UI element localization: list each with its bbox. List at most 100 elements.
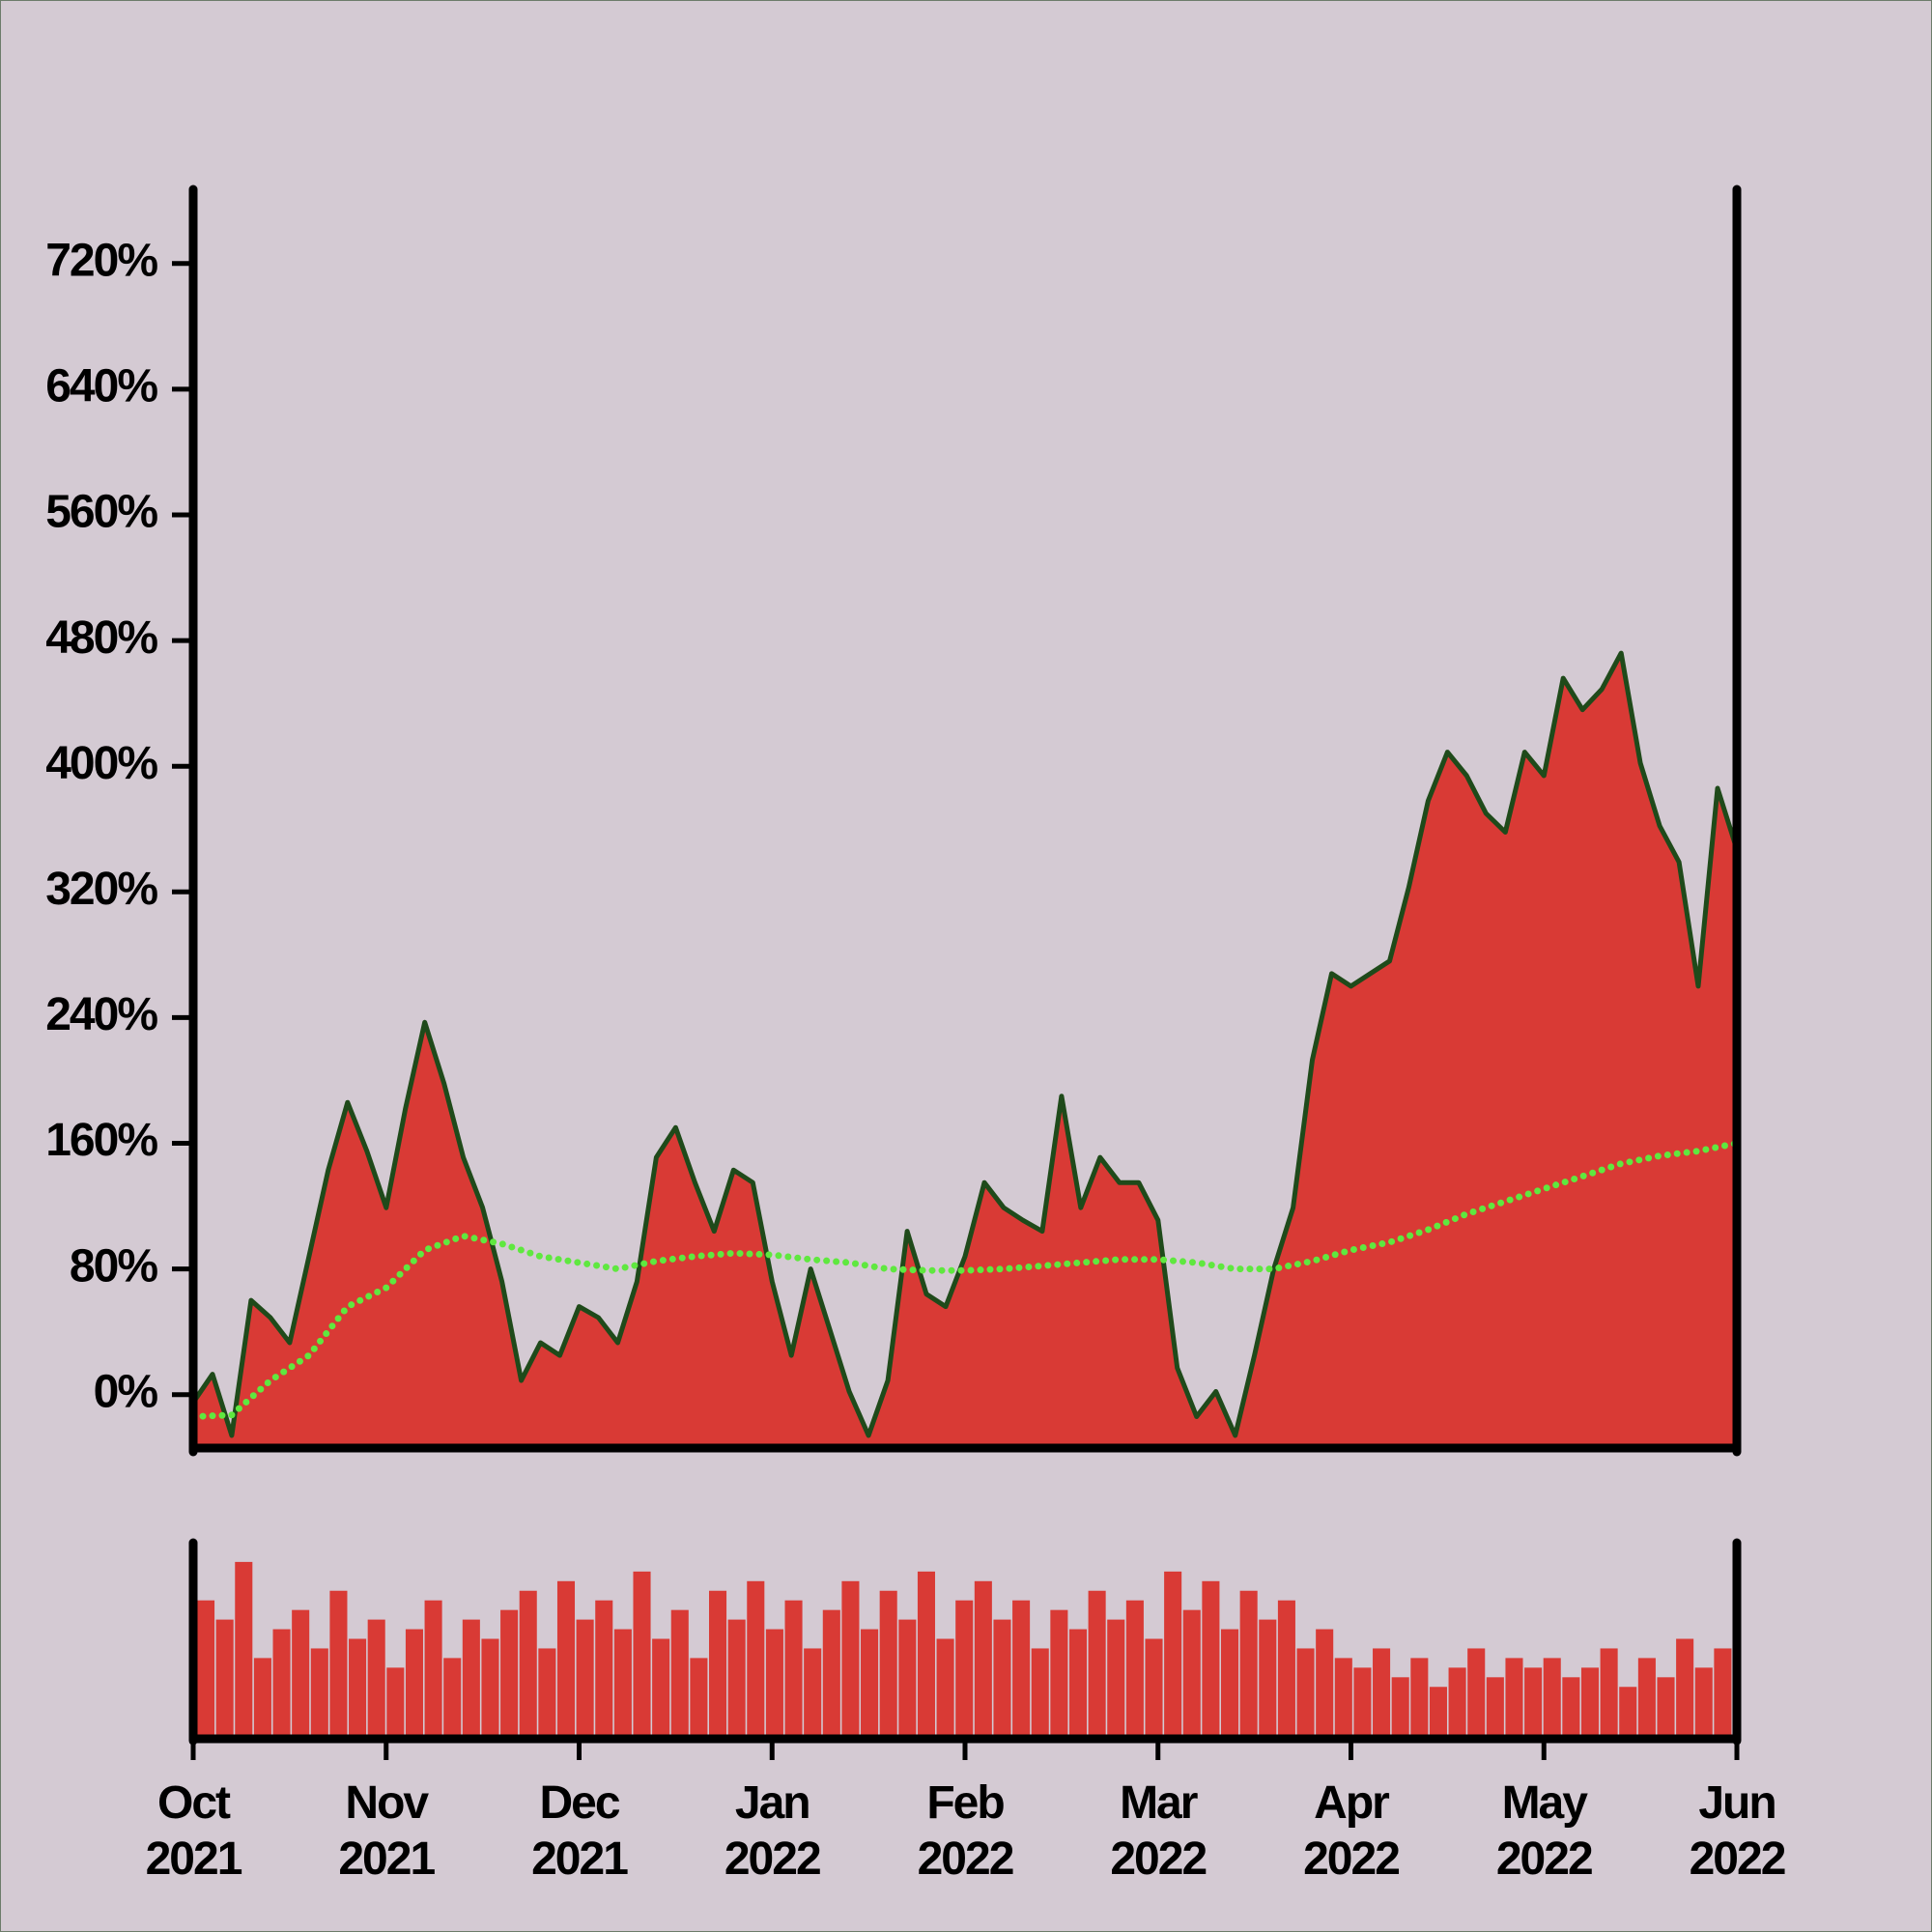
volume-bar bbox=[424, 1600, 442, 1735]
volume-bar bbox=[1619, 1687, 1637, 1735]
volume-bar bbox=[1543, 1658, 1561, 1735]
y-tick-label: 0% bbox=[94, 1366, 158, 1417]
volume-bar bbox=[1694, 1667, 1713, 1735]
volume-bar bbox=[804, 1648, 822, 1735]
volume-bar bbox=[1239, 1590, 1258, 1735]
volume-bar bbox=[215, 1619, 234, 1735]
volume-bar bbox=[1676, 1638, 1694, 1735]
volume-bar bbox=[405, 1629, 423, 1735]
volume-bar bbox=[1373, 1648, 1391, 1735]
volume-bar bbox=[1145, 1638, 1163, 1735]
x-tick-label: Feb 2022 bbox=[917, 1777, 1015, 1885]
volume-bar bbox=[253, 1658, 271, 1735]
y-tick-label: 720% bbox=[45, 235, 157, 286]
volume-bar bbox=[917, 1571, 935, 1735]
volume-area bbox=[197, 1561, 1732, 1735]
volume-bar bbox=[595, 1600, 613, 1735]
volume-bar bbox=[974, 1580, 992, 1735]
volume-bar bbox=[1429, 1687, 1447, 1735]
volume-bar bbox=[292, 1609, 310, 1735]
volume-bar bbox=[349, 1638, 367, 1735]
volume-bar bbox=[1031, 1648, 1049, 1735]
volume-bar bbox=[747, 1580, 765, 1735]
volume-bar bbox=[272, 1629, 291, 1735]
y-tick-label: 480% bbox=[45, 612, 157, 664]
x-tick-label: May 2022 bbox=[1495, 1777, 1594, 1885]
volume-bar bbox=[1088, 1590, 1106, 1735]
volume-bar bbox=[1316, 1629, 1334, 1735]
x-tick-label: Mar 2022 bbox=[1110, 1777, 1208, 1885]
volume-bar bbox=[1068, 1629, 1088, 1735]
price-line bbox=[193, 650, 1737, 1438]
x-tick-label: Apr 2022 bbox=[1303, 1777, 1401, 1885]
volume-bar bbox=[1505, 1658, 1523, 1735]
volume-bar bbox=[1353, 1667, 1372, 1735]
volume-bar bbox=[329, 1590, 348, 1735]
volume-bar bbox=[936, 1638, 954, 1735]
volume-bar bbox=[367, 1619, 385, 1735]
x-tick-label: Oct 2021 bbox=[145, 1777, 243, 1885]
volume-bar bbox=[556, 1580, 576, 1735]
volume-bar bbox=[879, 1590, 897, 1735]
volume-bar bbox=[1107, 1619, 1125, 1735]
y-tick-label: 80% bbox=[70, 1240, 157, 1292]
y-tick-label: 400% bbox=[45, 738, 157, 789]
volume-bar bbox=[727, 1619, 746, 1735]
volume-bar bbox=[1657, 1677, 1675, 1735]
volume-bar bbox=[652, 1638, 670, 1735]
volume-bar bbox=[709, 1590, 727, 1735]
volume-bar bbox=[1221, 1629, 1239, 1735]
volume-bar bbox=[1259, 1619, 1277, 1735]
volume-bar bbox=[1467, 1648, 1486, 1735]
volume-bar bbox=[1164, 1571, 1182, 1735]
volume-bar bbox=[784, 1600, 803, 1735]
volume-bar bbox=[386, 1667, 405, 1735]
y-tick-label: 560% bbox=[45, 487, 157, 538]
plot-area bbox=[193, 650, 1737, 1448]
volume-bar bbox=[898, 1619, 917, 1735]
x-tick-label: Nov 2021 bbox=[338, 1777, 436, 1885]
volume-bar bbox=[633, 1571, 651, 1735]
volume-bar bbox=[993, 1619, 1011, 1735]
volume-bar bbox=[861, 1629, 879, 1735]
volume-bar bbox=[1277, 1600, 1295, 1735]
volume-bar bbox=[765, 1629, 783, 1735]
volume-bar bbox=[310, 1648, 328, 1735]
volume-bar bbox=[1524, 1667, 1543, 1735]
axes bbox=[188, 185, 1742, 1746]
volume-bar bbox=[1637, 1658, 1656, 1735]
volume-bar bbox=[519, 1590, 537, 1735]
y-tick-label: 320% bbox=[45, 864, 157, 915]
volume-bar bbox=[1448, 1667, 1466, 1735]
volume-bar bbox=[462, 1619, 480, 1735]
volume-bar bbox=[1391, 1677, 1409, 1735]
volume-bar bbox=[1600, 1648, 1618, 1735]
y-tick-label: 640% bbox=[45, 361, 157, 412]
volume-bar bbox=[1050, 1609, 1068, 1735]
volume-bar bbox=[1125, 1600, 1144, 1735]
volume-bar bbox=[1296, 1648, 1315, 1735]
volume-bar bbox=[955, 1600, 974, 1735]
x-tick-label: Dec 2021 bbox=[531, 1777, 629, 1885]
volume-bar bbox=[1410, 1658, 1429, 1735]
volume-bar bbox=[841, 1580, 860, 1735]
volume-bar bbox=[1562, 1677, 1580, 1735]
volume-bar bbox=[1182, 1609, 1201, 1735]
volume-bar bbox=[1012, 1600, 1031, 1735]
volume-bar bbox=[443, 1658, 462, 1735]
volume-bar bbox=[690, 1658, 708, 1735]
volume-bar bbox=[822, 1609, 840, 1735]
x-tick-label: Jun 2022 bbox=[1689, 1777, 1787, 1885]
volume-bar bbox=[538, 1648, 556, 1735]
area bbox=[193, 653, 1737, 1448]
volume-bar bbox=[1580, 1667, 1600, 1735]
moving-average-line bbox=[193, 1140, 1737, 1420]
x-tick-label: Jan 2022 bbox=[724, 1777, 822, 1885]
volume-bar bbox=[576, 1619, 594, 1735]
volume-bar bbox=[197, 1600, 215, 1735]
volume-bar bbox=[613, 1629, 632, 1735]
volume-bar bbox=[1486, 1677, 1504, 1735]
volume-bar bbox=[481, 1638, 499, 1735]
